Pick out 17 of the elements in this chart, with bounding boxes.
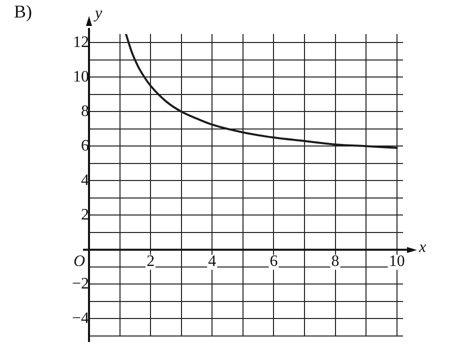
x-tick-label: 10 [388,252,405,270]
y-tick-label: 10 [73,68,89,86]
y-tick-label: 8 [81,102,89,120]
y-tick-label: 12 [73,34,89,51]
y-axis-title: y [93,5,103,22]
x-tick-label: 4 [208,252,216,270]
x-tick-label: O [73,252,86,270]
text: B) [14,2,32,22]
x-axis-title: x [418,238,426,256]
x-tick-label: 8 [331,252,340,270]
y-tick-label: 6 [81,137,89,154]
y-tick-label: 4 [81,172,89,189]
x-tick-label: 6 [270,252,278,270]
x-tick-label: 2 [146,252,155,270]
y-tick-label: 2 [81,206,89,224]
y-tick-label: −4 [72,310,89,327]
y-tick-label: −2 [72,275,89,292]
